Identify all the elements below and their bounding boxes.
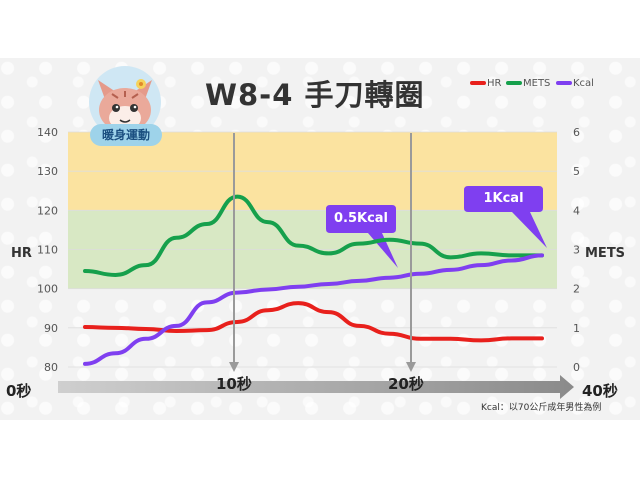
legend-mets-swatch [506,81,522,85]
left-tick-label: 120 [37,204,58,217]
left-tick-label: 140 [37,126,58,139]
legend-kcal-swatch [556,81,572,85]
right-tick-label: 1 [573,322,580,335]
right-tick-label: 5 [573,165,580,178]
legend-mets-label: METS [523,78,551,89]
badge-label: 暖身運動 [90,124,162,146]
left-tick-label: 110 [37,244,58,257]
right-tick-label: 4 [573,204,580,217]
timeline-arrow [58,375,574,399]
right-tick-label: 3 [573,244,580,257]
chart-title: W8-4 手刀轉圈 [205,78,425,112]
cat-mascot-icon [89,66,161,138]
series-layer [83,194,544,366]
right-axis-ticks: 0 1 2 3 4 5 6 [573,126,580,374]
left-tick-label: 130 [37,165,58,178]
series-line-mets [83,194,544,277]
callout-one-kcal [464,186,547,248]
series-line-hr [83,301,544,343]
legend-mets: METS [506,78,550,89]
right-tick-label: 6 [573,126,580,139]
time-label-0: 0秒 [6,382,32,400]
time-label-20: 20秒 [388,375,424,393]
legend-hr: HR [470,78,501,89]
left-tick-label: 90 [44,322,58,335]
timeline-arrow-shape [58,375,574,399]
left-axis-ticks: 80 90 100 110 120 130 140 [37,126,58,374]
time-marker-arrowhead [406,362,416,372]
callout-half-text: 0.5Kcal [333,211,389,226]
right-axis-label: METS [585,246,625,261]
callout-half-kcal [326,205,398,268]
legend-kcal-label: Kcal [573,78,594,89]
left-tick-label: 100 [37,283,58,296]
left-tick-label: 80 [44,361,58,374]
callout-half-box [326,205,398,268]
callout-one-box [464,186,547,248]
right-tick-label: 0 [573,361,580,374]
time-label-10: 10秒 [216,375,252,393]
series-line-kcal [83,253,544,366]
legend-kcal: Kcal [556,78,594,89]
right-tick-label: 2 [573,283,580,296]
time-label-40: 40秒 [582,382,618,400]
time-marker-arrowhead [229,362,239,372]
left-axis-label: HR [11,246,32,261]
legend-hr-swatch [470,81,486,85]
footnote: Kcal：以70公斤成年男性為例 [481,403,602,413]
time-markers [229,133,416,372]
legend-hr-label: HR [487,78,502,89]
callout-one-text: 1Kcal [483,191,524,206]
